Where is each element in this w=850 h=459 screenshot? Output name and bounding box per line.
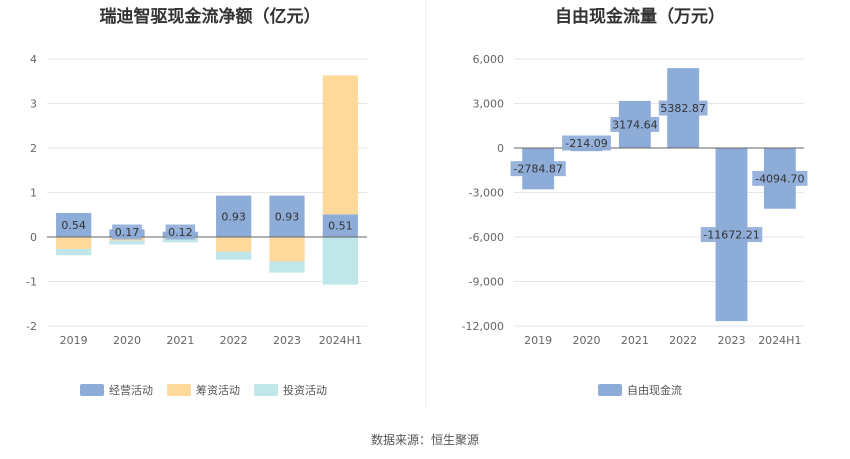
data-label-bg [165,224,196,240]
x-tick-label: 2022 [669,334,697,347]
bar-筹资活动-2019 [56,237,92,250]
y-tick-label: 3,000 [473,98,505,111]
legend-item-financing[interactable]: 筹资活动 [167,382,240,398]
bar-筹资活动-2023 [269,237,305,262]
data-label: 0.93 [221,210,246,223]
x-tick-label: 2019 [524,334,552,347]
x-tick-label: 2020 [573,334,601,347]
legend-item-operating[interactable]: 经营活动 [80,382,153,398]
y-tick-label: 4 [30,53,37,66]
data-label-bg [752,170,808,186]
legend-item-free-cash-flow[interactable]: 自由现金流 [598,382,682,398]
y-tick-label: 6,000 [473,53,505,66]
y-tick-label: -6,000 [469,231,504,244]
data-label-bg [112,224,142,240]
legend-label-operating: 经营活动 [109,384,153,397]
y-tick-label: 2 [30,142,37,155]
data-label-bg [58,217,89,233]
y-tick-label: 0 [497,142,504,155]
data-label-bg [562,135,611,151]
panel-divider [425,0,426,408]
legend-item-investing[interactable]: 投资活动 [254,382,327,398]
legend-label-financing: 筹资活动 [196,384,240,397]
data-label: 3174.64 [612,118,658,131]
data-label: -214.09 [565,137,607,150]
legend-swatch-investing [254,384,278,396]
bar-投资活动-2024H1 [322,237,358,285]
y-tick-label: -1 [26,276,37,289]
data-label-bg [700,227,763,243]
data-label-bg [325,218,356,234]
x-tick-label: 2023 [718,334,746,347]
y-tick-label: 3 [30,98,37,111]
legend-swatch-free-cash-flow [598,384,622,396]
y-tick-label: -2 [26,320,37,333]
left-chart-title: 瑞迪智驱现金流净额（亿元） [99,7,321,27]
x-tick-label: 2024H1 [319,334,362,347]
data-label-bg [658,100,708,116]
bar-筹资活动-2022 [216,237,252,252]
data-label: 5382.87 [660,102,706,115]
x-tick-label: 2020 [113,334,141,347]
legend-label-free-cash-flow: 自由现金流 [627,384,682,397]
x-tick-label: 2022 [220,334,248,347]
left-legend: 经营活动 筹资活动 投资活动 [80,382,341,398]
bar-投资活动-2021 [162,238,198,243]
data-label: -4094.70 [755,172,804,185]
data-label-bg [510,161,566,177]
bar-投资活动-2019 [56,249,92,256]
y-tick-label: -3,000 [469,187,504,200]
data-label: 0.51 [328,220,353,233]
data-label: 0.93 [275,210,300,223]
right-legend: 自由现金流 [598,382,696,398]
y-tick-label: -9,000 [469,276,504,289]
data-label-bg [218,208,249,224]
bar-投资活动-2022 [216,251,252,260]
y-tick-label: 0 [30,231,37,244]
data-label: -11672.21 [703,229,759,242]
x-tick-label: 2021 [621,334,649,347]
data-label-bg [272,208,302,224]
bar-筹资活动-2024H1 [322,75,358,215]
data-label-bg [610,116,660,132]
y-tick-label: 1 [30,187,37,200]
y-tick-label: -12,000 [462,320,504,333]
data-label: 0.12 [168,226,193,239]
legend-swatch-financing [167,384,191,396]
x-tick-label: 2021 [166,334,194,347]
x-tick-label: 2023 [273,334,301,347]
legend-swatch-operating [80,384,104,396]
data-label: -2784.87 [513,163,562,176]
x-tick-label: 2024H1 [758,334,801,347]
bar-投资活动-2023 [269,261,305,273]
data-label: 0.54 [61,219,86,232]
right-chart-title: 自由现金流量（万元） [555,7,725,27]
x-tick-label: 2019 [60,334,88,347]
data-label: 0.17 [115,226,140,239]
bar-投资活动-2020 [109,240,145,245]
data-source-note: 数据来源：恒生聚源 [370,433,479,447]
legend-label-investing: 投资活动 [283,384,327,397]
